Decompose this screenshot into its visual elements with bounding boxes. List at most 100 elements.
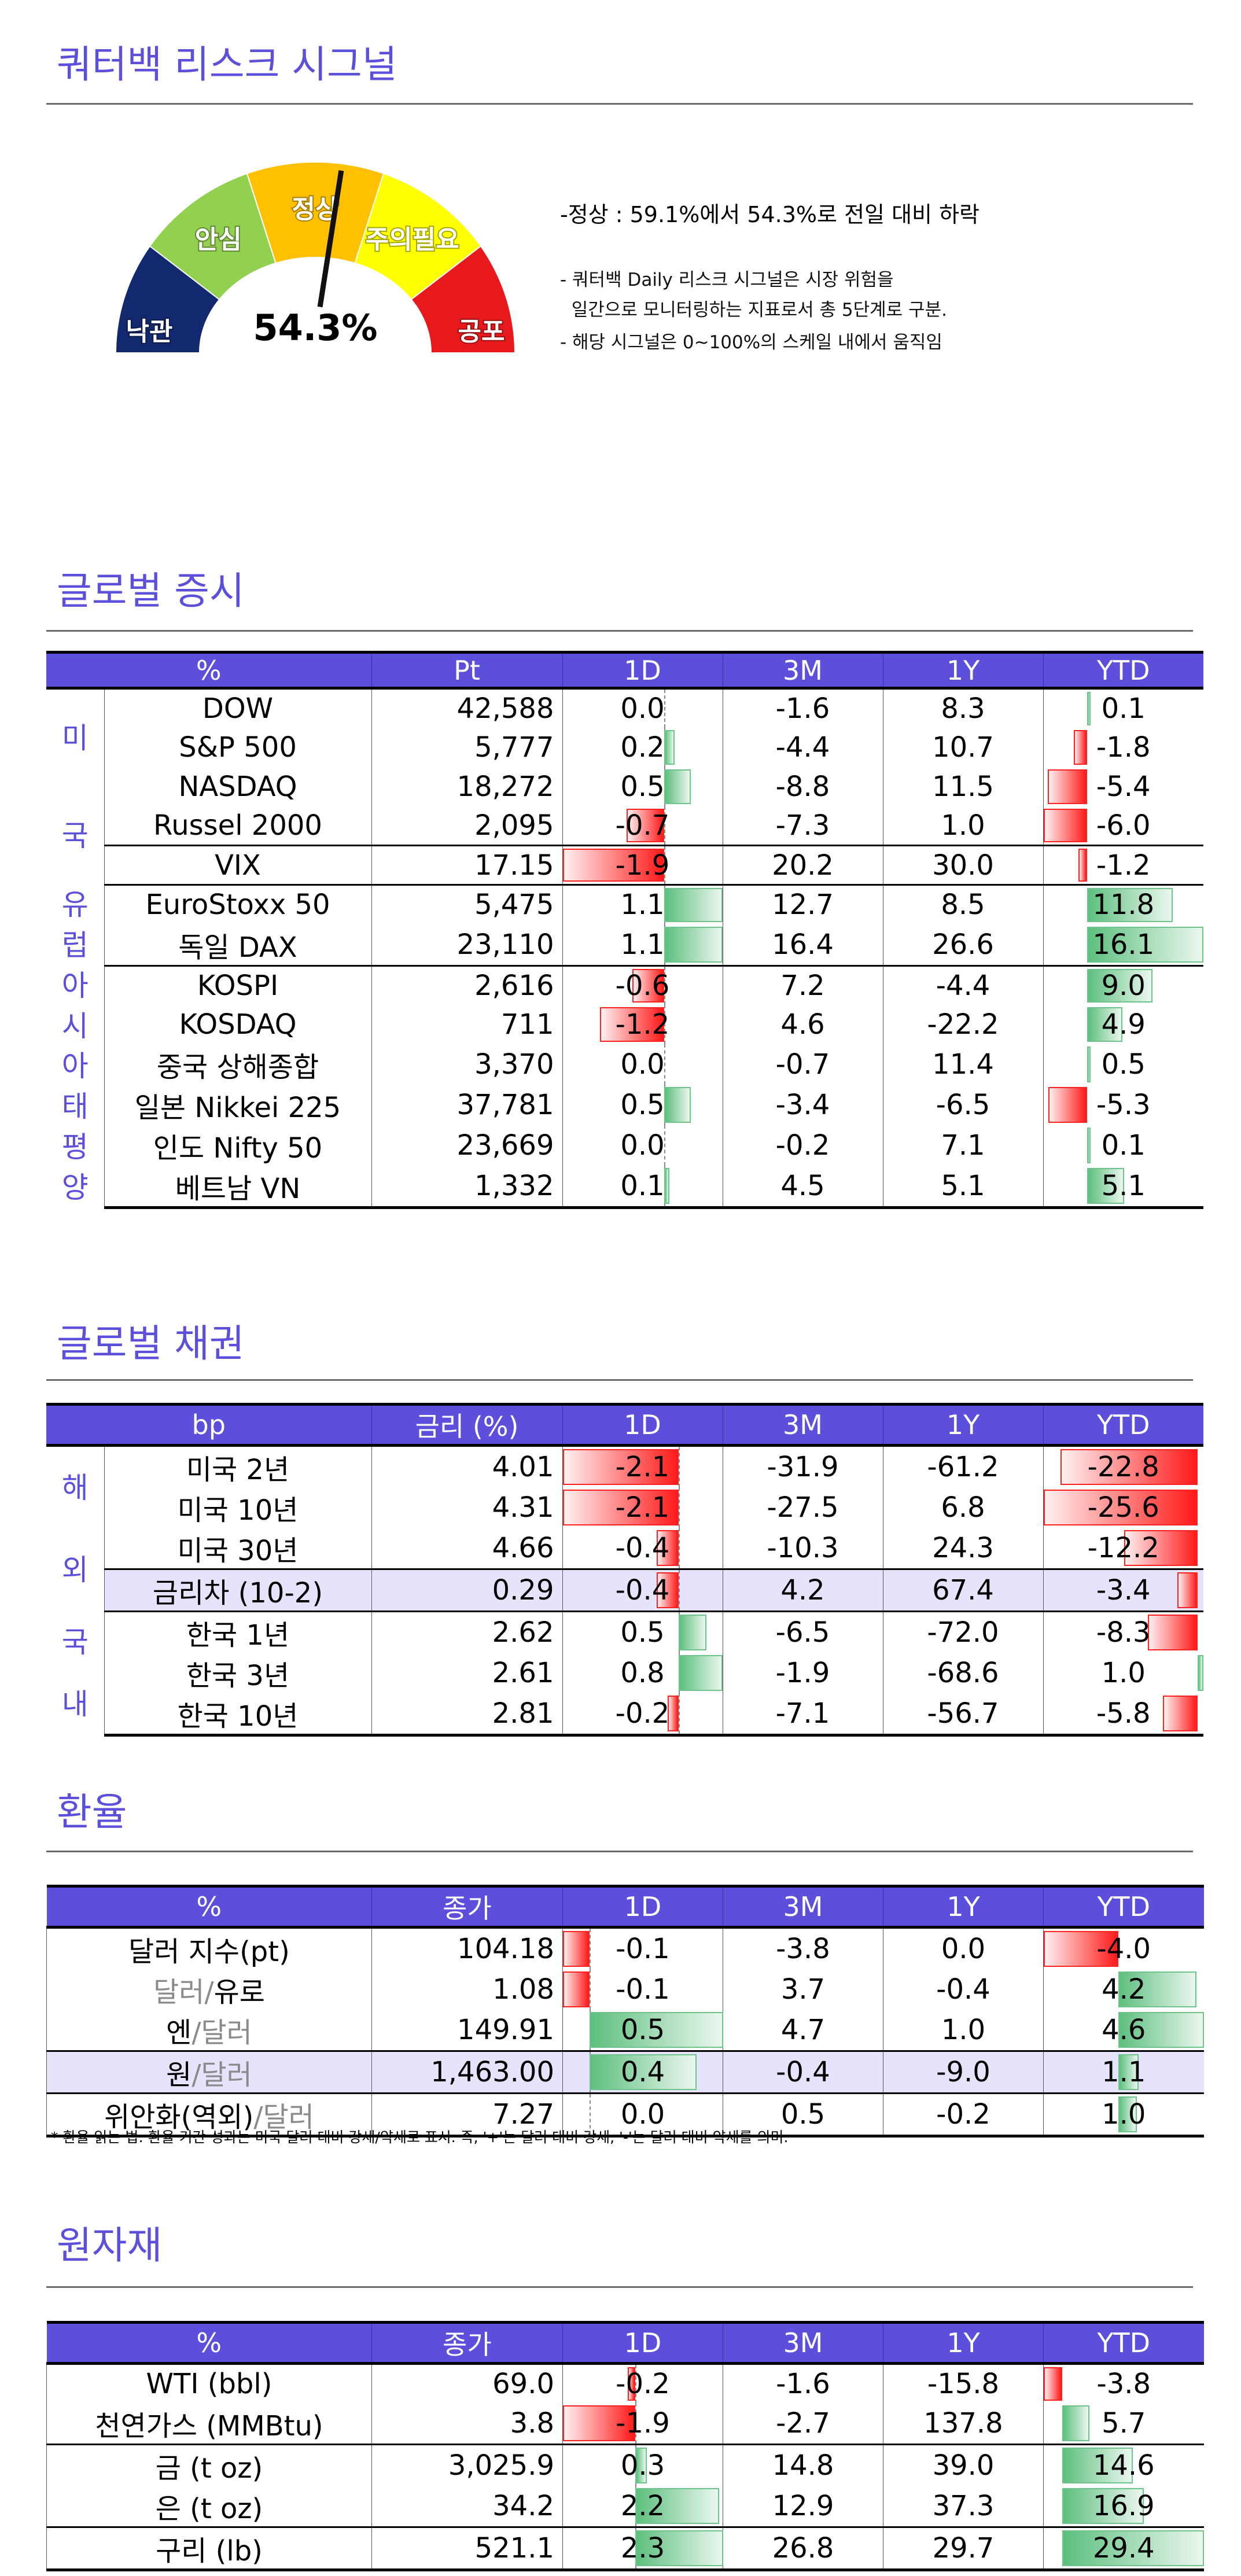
positive-data-bar — [664, 729, 675, 765]
column-header-3[interactable]: 3M — [722, 651, 883, 690]
table-row: VIX 17.15 -1.9 20.2 30.0 -1.2 — [46, 845, 1203, 886]
cell-d1: 0.0 — [562, 2093, 723, 2138]
column-header-0[interactable]: % — [46, 1885, 372, 1929]
cell-ytd: -5.3 — [1043, 1085, 1203, 1125]
cell-d1-value: -0.7 — [615, 809, 670, 842]
cell-ytd: 29.4 — [1043, 2527, 1204, 2571]
cell-y1: 10.7 — [882, 727, 1043, 767]
cell-m3-value: -3.4 — [775, 1089, 830, 1121]
fx-section-title: 환율 — [57, 1790, 127, 1834]
cell-d1-value: -1.2 — [615, 1008, 670, 1041]
cell-m3-value: 0.5 — [780, 2098, 826, 2131]
column-header-2[interactable]: 1D — [562, 1403, 723, 1447]
row-name: 천연가스 (MMBtu) — [46, 2402, 372, 2445]
cell-m3-value: 7.2 — [780, 969, 825, 1002]
cell-y1-value: 30.0 — [932, 849, 994, 882]
row-value: 3,025.9 — [371, 2444, 563, 2486]
positive-data-bar — [1062, 2405, 1090, 2441]
cell-d1: 0.0 — [562, 688, 723, 728]
column-header-3[interactable]: 3M — [723, 2321, 883, 2365]
column-header-5[interactable]: YTD — [1043, 1885, 1204, 1929]
column-header-4[interactable]: 1Y — [883, 2321, 1044, 2365]
cell-ytd-value: 4.6 — [1102, 2014, 1146, 2046]
cell-m3-value: 20.2 — [772, 849, 834, 882]
cell-m3: -0.7 — [722, 1044, 883, 1085]
cell-d1-value: -0.1 — [616, 1973, 670, 2006]
cell-y1: 26.6 — [882, 924, 1043, 967]
row-name: 달러/유로 — [46, 1969, 372, 2010]
column-header-1[interactable]: Pt — [371, 651, 562, 690]
group-label-char: 럽 — [61, 928, 89, 963]
negative-data-bar — [1048, 1087, 1087, 1123]
positive-data-bar — [679, 1615, 706, 1650]
row-value: 2,616 — [371, 965, 562, 1005]
column-header-5[interactable]: YTD — [1043, 1403, 1203, 1447]
column-header-4[interactable]: 1Y — [882, 651, 1043, 690]
column-header-1[interactable]: 종가 — [371, 1885, 563, 1929]
row-value: 42,588 — [371, 688, 562, 728]
column-header-0[interactable]: % — [46, 651, 371, 690]
column-header-5[interactable]: YTD — [1043, 2321, 1204, 2365]
cell-ytd: -3.4 — [1043, 1569, 1203, 1612]
row-value: 1,463.00 — [371, 2051, 563, 2094]
column-header-4[interactable]: 1Y — [883, 1885, 1044, 1929]
row-name: VIX — [104, 845, 371, 886]
cell-m3-value: 12.7 — [772, 889, 834, 922]
cell-m3: -7.3 — [722, 806, 883, 846]
positive-data-bar — [1087, 888, 1173, 922]
table-row: Russel 2000 2,095 -0.7 -7.3 1.0 -6.0 — [46, 806, 1203, 846]
negative-data-bar — [1060, 1449, 1198, 1485]
column-header-1[interactable]: 종가 — [371, 2321, 563, 2365]
cell-d1-value: -2.1 — [615, 1451, 670, 1483]
cell-d1: 2.3 — [562, 2527, 723, 2571]
cell-y1: 137.8 — [883, 2402, 1044, 2445]
column-header-5[interactable]: YTD — [1043, 651, 1203, 690]
cell-m3-value: -1.9 — [775, 1657, 830, 1689]
row-value: 711 — [371, 1005, 562, 1044]
cell-ytd: -22.8 — [1043, 1445, 1203, 1487]
cell-ytd: 16.1 — [1043, 924, 1204, 967]
column-header-2[interactable]: 1D — [562, 2321, 723, 2365]
table-row: 한국 10년 2.81 -0.2 -7.1 -56.7 -5.8 — [46, 1693, 1203, 1737]
zero-axis-line — [590, 1969, 591, 2010]
positive-data-bar — [1118, 1971, 1197, 2007]
cell-m3: -1.6 — [722, 688, 883, 728]
group-label-char: 평 — [61, 1130, 89, 1164]
positive-data-bar — [1087, 1127, 1091, 1163]
cell-y1-value: 67.4 — [932, 1574, 994, 1606]
cell-ytd-value: 4.2 — [1102, 1973, 1146, 2006]
cell-y1-value: -6.5 — [936, 1089, 990, 1121]
negative-data-bar — [628, 2367, 636, 2401]
column-header-2[interactable]: 1D — [562, 651, 723, 690]
negative-data-bar — [563, 2405, 636, 2441]
cell-ytd-value: -8.3 — [1096, 1616, 1151, 1649]
gauge-segment-4 — [410, 245, 516, 353]
cell-m3: -1.9 — [722, 1653, 883, 1693]
column-header-0[interactable]: % — [46, 2321, 372, 2365]
row-value: 4.01 — [371, 1445, 562, 1487]
cell-d1-value: 0.2 — [620, 731, 665, 764]
row-value: 104.18 — [371, 1927, 563, 1969]
cell-y1: 8.5 — [882, 885, 1043, 924]
column-header-4[interactable]: 1Y — [882, 1403, 1043, 1447]
row-value: 17.15 — [371, 845, 562, 886]
table-row: 달러 지수(pt) 104.18 -0.1 -3.8 0.0 -4.0 — [46, 1927, 1204, 1969]
cell-m3: -3.4 — [722, 1085, 883, 1125]
column-header-3[interactable]: 3M — [723, 1885, 883, 1929]
table-row: NASDAQ 18,272 0.5 -8.8 11.5 -5.4 — [46, 766, 1203, 806]
column-header-3[interactable]: 3M — [722, 1403, 883, 1447]
cell-m3-value: -27.5 — [767, 1491, 839, 1524]
row-name-part: /달러 — [253, 2101, 314, 2133]
positive-data-bar — [1087, 968, 1152, 1003]
column-header-2[interactable]: 1D — [562, 1885, 723, 1929]
cell-m3-value: 4.7 — [780, 2014, 826, 2046]
cell-ytd-value: 5.7 — [1102, 2407, 1146, 2439]
negative-data-bar — [1147, 1615, 1198, 1650]
row-value: 7.27 — [371, 2093, 563, 2138]
cell-m3-value: 14.8 — [772, 2449, 834, 2482]
column-header-0[interactable]: bp — [46, 1403, 371, 1447]
column-header-1[interactable]: 금리 (%) — [371, 1403, 562, 1447]
row-name: 위안화(역외)/달러 — [46, 2093, 372, 2138]
